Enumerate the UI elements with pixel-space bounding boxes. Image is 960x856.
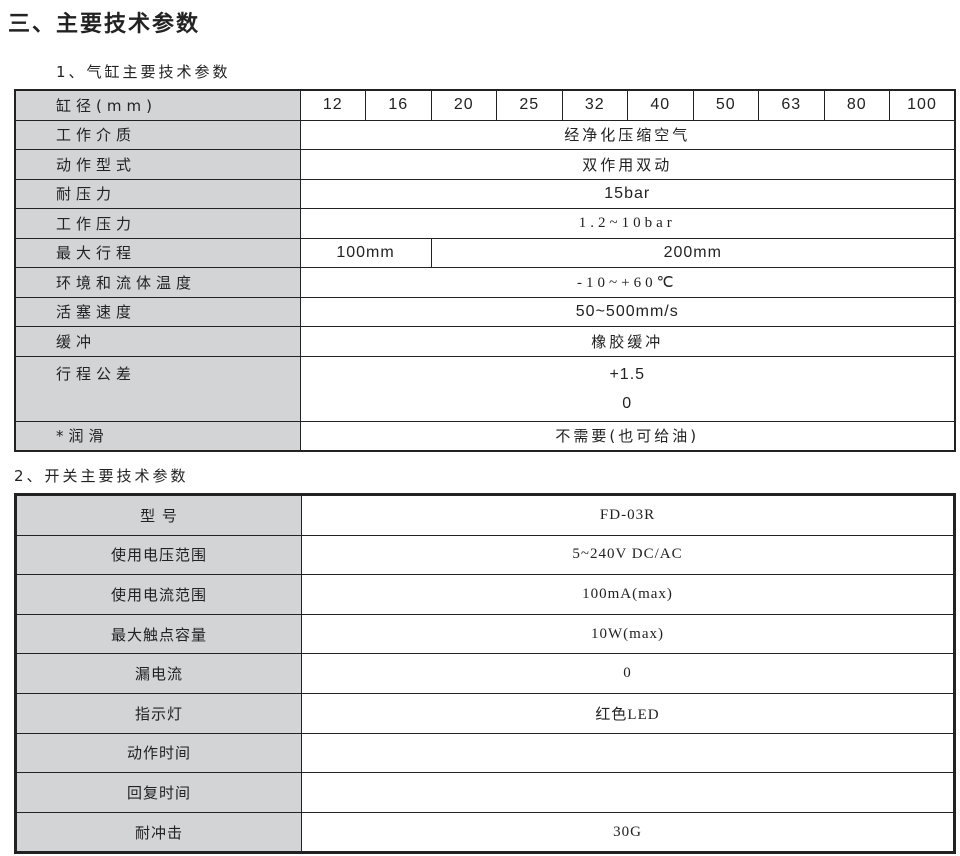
table-row: 动作时间 xyxy=(15,732,955,774)
table-row: 最大触点容量 10W(max) xyxy=(15,613,955,655)
row-value: 橡胶缓冲 xyxy=(299,326,956,357)
table-row: 耐冲击 30G xyxy=(15,811,955,854)
page-title: 三、主要技术参数 xyxy=(8,12,201,37)
bore-value: 63 xyxy=(758,89,825,121)
row-value: 不需要(也可给油) xyxy=(299,420,956,452)
row-label: *润滑 xyxy=(14,420,301,452)
row-label: 使用电压范围 xyxy=(15,534,302,576)
row-label: 最大触点容量 xyxy=(15,613,302,655)
bore-value: 32 xyxy=(561,89,628,121)
switch-spec-table: 型 号 FD-03R 使用电压范围 5~240V DC/AC 使用电流范围 100mA(m… xyxy=(14,493,956,855)
tolerance-upper: +1.5 xyxy=(609,365,646,383)
table-row: 漏电流 0 xyxy=(15,653,955,694)
bore-value: 100 xyxy=(889,89,956,121)
row-label: 最大行程 xyxy=(14,237,301,268)
row-label: 工作压力 xyxy=(14,208,301,239)
table-row: 工作压力 1.2~10bar xyxy=(14,208,956,239)
bore-value: 25 xyxy=(496,89,563,121)
bore-label: 缸径(mm) xyxy=(14,89,301,121)
row-value: +1.5 0 xyxy=(299,355,956,422)
table-row: 最大行程 100mm 200mm xyxy=(14,237,956,268)
row-label: 使用电流范围 xyxy=(15,574,302,615)
table-row: 型 号 FD-03R xyxy=(15,494,955,536)
row-label: 型 号 xyxy=(15,494,302,536)
row-value: 1.2~10bar xyxy=(299,208,956,239)
table-row: 指示灯 红色LED xyxy=(15,692,955,734)
row-label: 工作介质 xyxy=(14,119,301,150)
row-value: 30G xyxy=(301,811,955,854)
row-value: 15bar xyxy=(299,178,956,209)
row-value: -10~+60℃ xyxy=(299,267,956,298)
row-value: 0 xyxy=(301,653,955,694)
table-row: 缸径(mm) 12 16 20 25 32 40 50 63 80 100 xyxy=(14,89,956,121)
table-row: 动作型式 双作用双动 xyxy=(14,149,956,180)
row-value xyxy=(301,732,955,774)
section2-title: 2、开关主要技术参数 xyxy=(14,467,189,485)
table-row: 缓冲 橡胶缓冲 xyxy=(14,326,956,357)
row-label: 行程公差 xyxy=(14,355,301,422)
cylinder-spec-table: 缸径(mm) 12 16 20 25 32 40 50 63 80 100 工作… xyxy=(14,89,956,452)
row-label: 耐冲击 xyxy=(15,811,302,854)
bore-value: 40 xyxy=(627,89,694,121)
row-value: FD-03R xyxy=(301,494,955,536)
table-row: 使用电压范围 5~240V DC/AC xyxy=(15,534,955,576)
row-value xyxy=(301,772,955,813)
table-row: 使用电流范围 100mA(max) xyxy=(15,574,955,615)
table-row: 活塞速度 50~500mm/s xyxy=(14,296,956,327)
row-value: 100mm xyxy=(299,237,432,268)
row-label: 动作型式 xyxy=(14,149,301,180)
row-value: 200mm xyxy=(430,237,956,268)
bore-value: 20 xyxy=(430,89,497,121)
row-value: 5~240V DC/AC xyxy=(301,534,955,576)
table-row: 行程公差 +1.5 0 xyxy=(14,355,956,422)
bore-value: 12 xyxy=(299,89,366,121)
row-label: 指示灯 xyxy=(15,692,302,734)
bore-value: 80 xyxy=(823,89,890,121)
table-row: 耐压力 15bar xyxy=(14,178,956,209)
row-value: 红色LED xyxy=(301,692,955,734)
table-row: 回复时间 xyxy=(15,772,955,813)
tolerance-lower: 0 xyxy=(622,394,633,412)
row-label: 回复时间 xyxy=(15,772,302,813)
row-label: 环境和流体温度 xyxy=(14,267,301,298)
row-value: 10W(max) xyxy=(301,613,955,655)
row-label: 活塞速度 xyxy=(14,296,301,327)
row-label: 耐压力 xyxy=(14,178,301,209)
row-value: 50~500mm/s xyxy=(299,296,956,327)
bore-value: 16 xyxy=(365,89,432,121)
row-label: 缓冲 xyxy=(14,326,301,357)
table-row: 工作介质 经净化压缩空气 xyxy=(14,119,956,150)
row-value: 双作用双动 xyxy=(299,149,956,180)
row-value: 经净化压缩空气 xyxy=(299,119,956,150)
table-row: 环境和流体温度 -10~+60℃ xyxy=(14,267,956,298)
section1-title: 1、气缸主要技术参数 xyxy=(56,63,231,81)
row-label: 漏电流 xyxy=(15,653,302,694)
table-row: *润滑 不需要(也可给油) xyxy=(14,420,956,452)
row-label: 动作时间 xyxy=(15,732,302,774)
row-value: 100mA(max) xyxy=(301,574,955,615)
bore-value: 50 xyxy=(692,89,759,121)
